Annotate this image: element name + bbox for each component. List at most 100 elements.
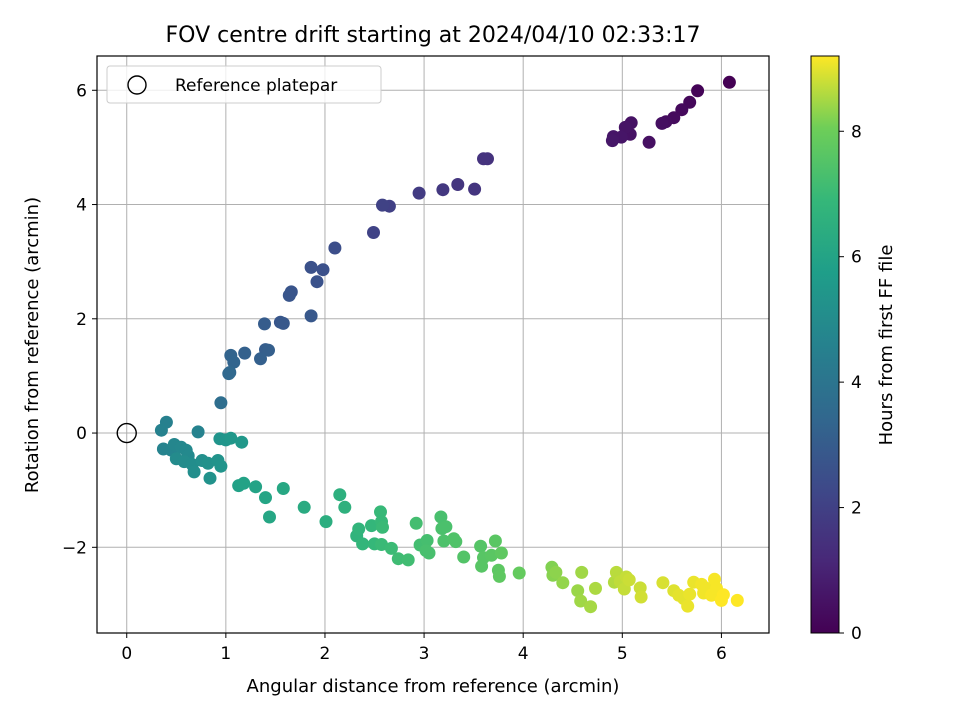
data-point bbox=[512, 566, 526, 580]
data-point bbox=[310, 275, 324, 289]
colorbar: 0 2 4 6 8 Hours from first FF file bbox=[810, 55, 897, 644]
colorbar-tick-label: 2 bbox=[851, 499, 862, 519]
colorbar-gradient bbox=[810, 55, 840, 634]
data-point bbox=[656, 576, 670, 590]
y-axis-label: Rotation from reference (arcmin) bbox=[22, 197, 43, 493]
data-point bbox=[409, 516, 423, 530]
data-point bbox=[722, 75, 736, 89]
data-point bbox=[235, 435, 249, 449]
data-point bbox=[675, 103, 689, 117]
data-point bbox=[683, 587, 697, 601]
data-point bbox=[374, 505, 387, 519]
y-tick-label: −2 bbox=[62, 538, 87, 558]
data-point bbox=[319, 515, 333, 529]
data-points bbox=[154, 75, 744, 614]
data-point bbox=[485, 548, 498, 562]
data-point bbox=[549, 565, 563, 579]
x-tick-label: 4 bbox=[518, 644, 529, 664]
data-point bbox=[391, 552, 405, 566]
legend-reference-marker bbox=[127, 75, 147, 95]
data-point bbox=[203, 471, 217, 485]
data-point bbox=[375, 538, 388, 551]
data-point bbox=[655, 116, 669, 130]
data-point bbox=[401, 553, 415, 567]
data-point bbox=[222, 367, 236, 381]
reference-marker-group bbox=[116, 422, 137, 444]
data-point bbox=[422, 546, 436, 560]
data-point bbox=[634, 590, 648, 604]
data-point bbox=[191, 425, 205, 439]
data-point bbox=[201, 456, 215, 470]
colorbar-tick-label: 4 bbox=[851, 373, 862, 393]
x-tick-label: 2 bbox=[320, 644, 331, 664]
data-point bbox=[262, 343, 275, 357]
data-point bbox=[494, 546, 508, 560]
data-point bbox=[238, 346, 252, 360]
data-point bbox=[716, 588, 730, 602]
data-point bbox=[574, 594, 588, 608]
data-point bbox=[575, 565, 589, 579]
x-tick-label: 1 bbox=[220, 644, 231, 664]
y-axis-ticks: −2 0 2 4 6 bbox=[62, 81, 97, 558]
data-point bbox=[316, 263, 330, 277]
data-point bbox=[584, 600, 598, 614]
data-point bbox=[451, 178, 465, 191]
data-point bbox=[258, 317, 271, 331]
data-point bbox=[249, 480, 263, 494]
data-point bbox=[492, 569, 506, 583]
colorbar-label: Hours from first FF file bbox=[876, 245, 897, 446]
data-point bbox=[227, 355, 241, 369]
data-point bbox=[384, 541, 398, 555]
legend-label-reference: Reference platepar bbox=[175, 76, 337, 96]
data-point bbox=[254, 352, 267, 366]
data-point bbox=[338, 500, 352, 514]
data-point bbox=[571, 584, 585, 598]
data-point bbox=[263, 510, 276, 524]
colorbar-ticks: 0 2 4 6 8 bbox=[839, 122, 862, 644]
data-point bbox=[352, 522, 366, 536]
data-point bbox=[333, 488, 347, 502]
data-point bbox=[468, 182, 482, 196]
colorbar-tick-label: 6 bbox=[851, 248, 862, 268]
colorbar-tick-label: 8 bbox=[851, 122, 862, 142]
x-tick-label: 3 bbox=[419, 644, 430, 664]
data-point bbox=[224, 431, 238, 445]
plot-frame bbox=[96, 55, 770, 634]
data-point bbox=[436, 183, 450, 197]
data-point bbox=[276, 316, 290, 330]
grid-lines bbox=[97, 56, 769, 633]
reference-platepar-marker bbox=[116, 422, 137, 444]
data-point bbox=[412, 186, 426, 200]
x-tick-label: 6 bbox=[716, 644, 727, 664]
data-point bbox=[276, 482, 290, 495]
legend-box bbox=[106, 65, 382, 104]
data-point bbox=[681, 599, 695, 613]
y-tick-label: 2 bbox=[76, 310, 87, 330]
y-tick-label: 6 bbox=[76, 81, 87, 101]
data-point bbox=[376, 198, 389, 212]
data-point bbox=[328, 241, 342, 255]
data-point bbox=[304, 260, 318, 274]
data-point bbox=[556, 576, 570, 590]
x-axis-ticks: 0 1 2 3 4 5 6 bbox=[121, 633, 727, 664]
legend: Reference platepar bbox=[106, 65, 382, 104]
data-point bbox=[297, 500, 311, 514]
data-point bbox=[376, 520, 389, 534]
data-point bbox=[439, 520, 453, 534]
data-point bbox=[434, 510, 448, 524]
data-point bbox=[214, 396, 228, 410]
data-point bbox=[605, 134, 619, 148]
data-point bbox=[154, 423, 168, 437]
data-point bbox=[437, 534, 451, 548]
data-point bbox=[365, 519, 378, 533]
data-point bbox=[367, 226, 380, 239]
data-point bbox=[730, 593, 744, 607]
data-point bbox=[259, 491, 272, 505]
data-point bbox=[622, 573, 636, 587]
data-point bbox=[589, 581, 602, 595]
data-point bbox=[282, 288, 296, 302]
data-point bbox=[488, 534, 502, 548]
data-point bbox=[356, 537, 370, 551]
y-tick-label: 4 bbox=[76, 196, 87, 216]
